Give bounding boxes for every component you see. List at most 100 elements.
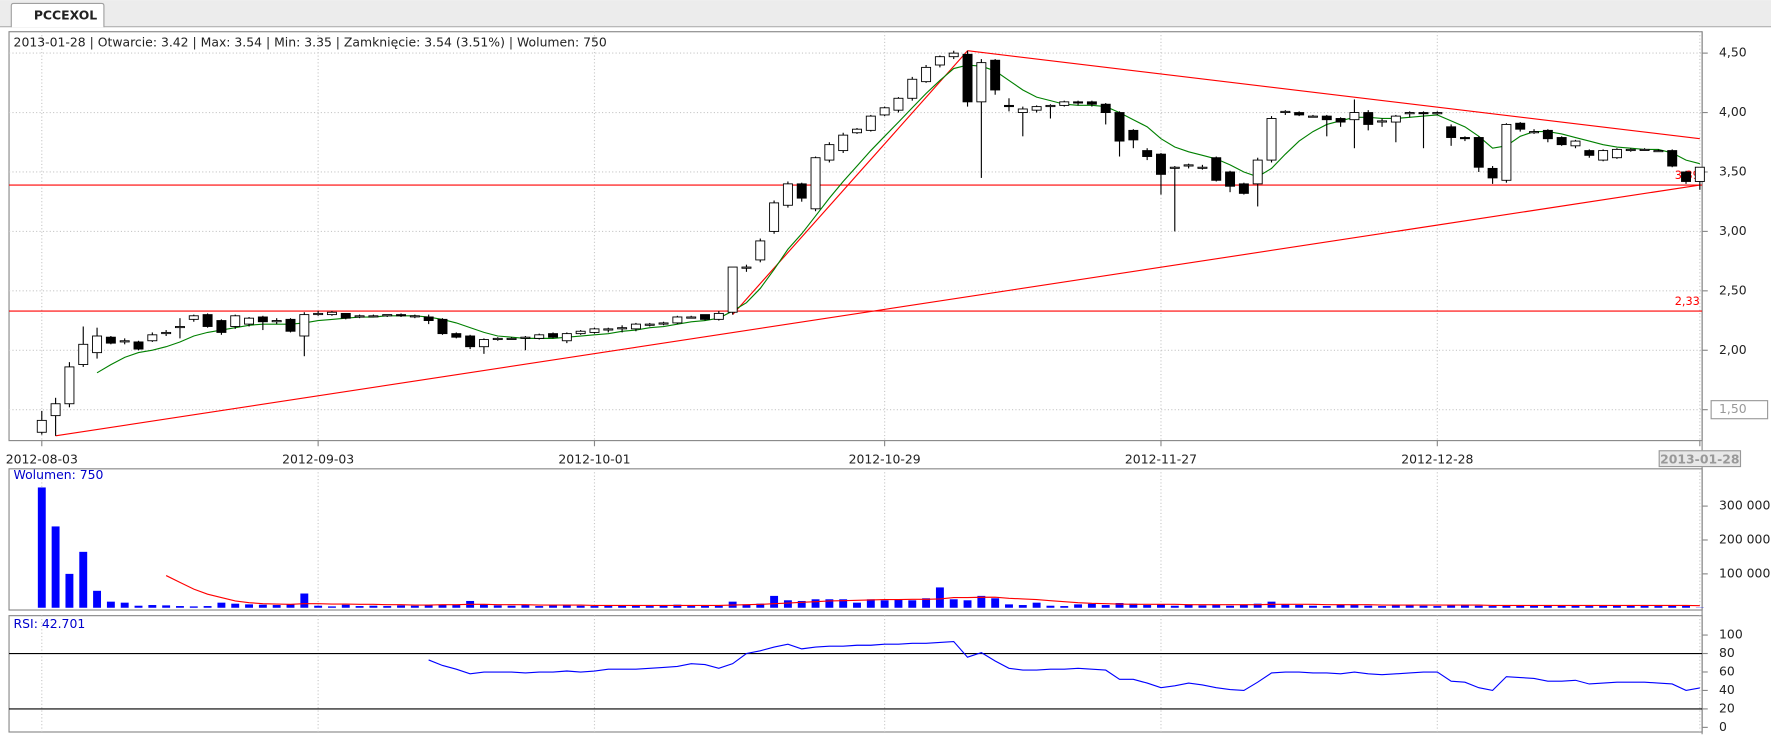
volume-bar — [853, 602, 861, 608]
volume-bar — [604, 605, 613, 608]
candle-body — [326, 311, 337, 316]
x-tick-label: 2012-08-03 — [6, 451, 78, 466]
candle-body — [1294, 112, 1305, 116]
volume-bar — [1612, 605, 1621, 608]
volume-bar — [1433, 606, 1442, 608]
volume-bar — [106, 601, 115, 608]
x-tick-label: 2012-12-28 — [1401, 451, 1473, 466]
x-tick-label: 2012-10-01 — [558, 451, 630, 466]
candle-body — [1487, 167, 1498, 179]
candle-body — [1100, 103, 1111, 113]
volume-bar — [825, 599, 834, 608]
candle-body — [1529, 131, 1540, 134]
candle-body — [1598, 150, 1609, 161]
volume-bar — [507, 605, 516, 608]
candle-body — [244, 317, 255, 325]
candle-body — [285, 318, 296, 332]
candle-body — [727, 266, 738, 313]
candle-body — [1321, 115, 1332, 121]
candle-body — [534, 334, 545, 339]
volume-bar — [1419, 605, 1428, 608]
volume-bar — [756, 603, 765, 608]
volume-bar — [1212, 605, 1221, 608]
volume-bar — [1281, 604, 1290, 608]
candle-body — [769, 202, 780, 232]
volume-bar — [327, 606, 336, 608]
candle-body — [921, 66, 932, 83]
volume-bar — [148, 605, 157, 608]
candle-body — [492, 337, 503, 341]
volume-bar — [93, 590, 102, 608]
candle-body — [630, 323, 641, 330]
candle-body — [299, 314, 310, 337]
y-tick-label: 20 — [1719, 700, 1735, 715]
tab-bar — [0, 0, 1771, 28]
volume-bar — [1184, 604, 1193, 608]
x-tick-label: 2012-10-29 — [849, 451, 921, 466]
y-tick-label: 4,50 — [1719, 45, 1747, 60]
candle-body — [1142, 150, 1153, 157]
candle-body — [1266, 118, 1277, 161]
candle-body — [589, 328, 600, 333]
volume-bar — [742, 604, 751, 608]
volume-bar — [1543, 605, 1552, 608]
candle-body — [1446, 126, 1457, 138]
volume-bar — [521, 605, 530, 608]
volume-bar — [1474, 605, 1483, 608]
candle-body — [1390, 115, 1401, 123]
candle-body — [782, 183, 793, 206]
candle-body — [990, 59, 1001, 91]
volume-bar — [231, 603, 240, 608]
candle-body — [713, 312, 724, 320]
candle-body — [548, 333, 558, 338]
candle-body — [1667, 150, 1678, 167]
candle-body — [1280, 110, 1291, 113]
candle-body — [64, 366, 75, 405]
y-tick-label: 3,00 — [1719, 223, 1747, 238]
volume-bar — [535, 606, 544, 608]
volume-bar — [51, 526, 60, 608]
y-tick-label: 300 000 — [1719, 498, 1770, 513]
candle-body — [561, 333, 572, 342]
volume-bar — [1018, 605, 1027, 608]
volume-bar — [1046, 605, 1055, 608]
volume-bar — [65, 573, 74, 608]
volume-bar — [977, 595, 986, 608]
candle-body — [755, 240, 766, 261]
volume-bar — [1654, 606, 1663, 608]
candle-body — [257, 316, 268, 323]
volume-average — [165, 575, 1700, 607]
tab[interactable] — [10, 2, 105, 28]
volume-bar — [369, 605, 378, 608]
x-cursor-box — [1658, 450, 1742, 468]
volume-bar — [1309, 605, 1317, 608]
candle-body — [603, 328, 614, 331]
volume-bar — [383, 606, 392, 608]
tab-label[interactable]: PCCEXOL — [34, 7, 97, 22]
candle-body — [1639, 148, 1650, 151]
candle-body — [409, 315, 420, 318]
candle-body — [188, 315, 199, 320]
volume-bar — [783, 600, 792, 608]
volume-bar — [217, 602, 226, 608]
candle-body — [976, 62, 987, 103]
candle-body — [658, 322, 669, 325]
volume-bar — [1364, 605, 1373, 608]
candle-body — [202, 314, 213, 327]
volume-bar — [1516, 605, 1525, 608]
y-tick-label: 4,00 — [1719, 104, 1747, 119]
volume-bar — [1239, 604, 1248, 608]
volume-bar — [300, 593, 309, 608]
candle-body — [119, 340, 130, 343]
rsi-title: RSI: 42.701 — [14, 616, 86, 631]
volume-bar — [1032, 602, 1041, 608]
candle-body — [1459, 137, 1470, 140]
candle-body — [1418, 112, 1429, 115]
candle-body — [147, 334, 158, 342]
trend-line — [55, 184, 1700, 437]
candle-body — [1238, 183, 1249, 194]
volume-bar — [79, 551, 88, 608]
volume-bar — [162, 605, 171, 608]
candle-body — [1335, 118, 1346, 123]
candle-body — [1183, 164, 1194, 167]
